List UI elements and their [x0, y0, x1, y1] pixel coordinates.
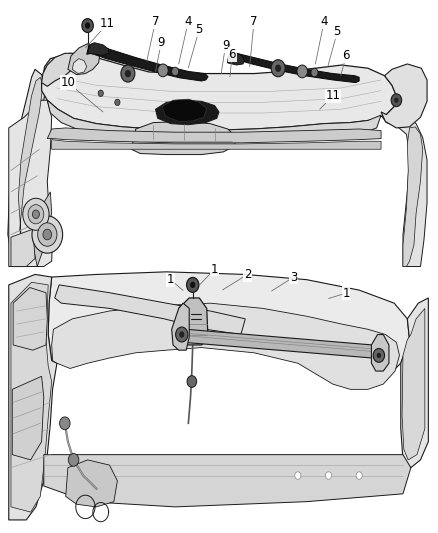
Polygon shape: [381, 112, 427, 266]
Circle shape: [187, 278, 199, 292]
Circle shape: [295, 472, 301, 479]
Circle shape: [32, 210, 39, 219]
Polygon shape: [72, 59, 87, 74]
Polygon shape: [55, 285, 245, 335]
Polygon shape: [33, 192, 52, 266]
Circle shape: [121, 65, 135, 82]
Polygon shape: [87, 44, 208, 81]
Circle shape: [85, 22, 90, 29]
Circle shape: [325, 472, 332, 479]
Text: 7: 7: [152, 15, 159, 28]
Circle shape: [125, 70, 131, 77]
Circle shape: [68, 454, 79, 466]
Polygon shape: [42, 53, 78, 86]
Polygon shape: [228, 52, 359, 83]
Polygon shape: [68, 44, 100, 75]
Text: 7: 7: [250, 15, 258, 28]
Polygon shape: [9, 100, 53, 266]
Circle shape: [60, 417, 70, 430]
Circle shape: [356, 472, 362, 479]
Circle shape: [373, 349, 385, 362]
Text: 2: 2: [244, 268, 251, 281]
Circle shape: [377, 353, 381, 358]
Polygon shape: [52, 303, 399, 389]
Circle shape: [23, 198, 49, 230]
Circle shape: [190, 281, 195, 288]
Circle shape: [271, 60, 285, 77]
Text: 5: 5: [334, 26, 341, 38]
Polygon shape: [42, 53, 396, 130]
Circle shape: [38, 223, 57, 246]
Polygon shape: [371, 335, 389, 371]
Circle shape: [82, 19, 93, 33]
Text: 1: 1: [167, 273, 175, 286]
Polygon shape: [48, 272, 410, 382]
Circle shape: [172, 67, 179, 76]
Polygon shape: [9, 272, 429, 533]
Circle shape: [179, 332, 184, 338]
Polygon shape: [18, 77, 43, 266]
Text: 9: 9: [222, 39, 230, 52]
Circle shape: [158, 64, 168, 77]
Text: 10: 10: [60, 76, 75, 89]
Polygon shape: [88, 43, 109, 55]
Polygon shape: [8, 69, 46, 266]
Polygon shape: [162, 99, 207, 122]
Polygon shape: [402, 309, 425, 460]
Text: 1: 1: [211, 263, 219, 276]
Circle shape: [187, 376, 197, 387]
Circle shape: [32, 216, 63, 253]
Circle shape: [394, 98, 399, 103]
Polygon shape: [228, 52, 244, 65]
Polygon shape: [172, 303, 189, 350]
Polygon shape: [47, 100, 381, 141]
Polygon shape: [66, 460, 117, 507]
Circle shape: [311, 68, 318, 77]
Text: 9: 9: [157, 36, 165, 49]
Text: 1: 1: [342, 287, 350, 300]
Circle shape: [98, 90, 103, 96]
Polygon shape: [12, 376, 44, 460]
Polygon shape: [11, 282, 52, 512]
Text: 3: 3: [290, 271, 297, 284]
Polygon shape: [52, 140, 381, 149]
Polygon shape: [9, 0, 429, 266]
Polygon shape: [131, 122, 237, 155]
Polygon shape: [184, 329, 376, 358]
Text: 11: 11: [100, 18, 115, 30]
Circle shape: [275, 64, 281, 72]
Polygon shape: [9, 274, 57, 520]
Circle shape: [176, 327, 188, 342]
Polygon shape: [179, 298, 208, 345]
Polygon shape: [44, 455, 411, 507]
Circle shape: [43, 229, 52, 240]
Circle shape: [391, 94, 402, 107]
Polygon shape: [381, 64, 427, 128]
Polygon shape: [401, 298, 428, 468]
Polygon shape: [47, 128, 381, 143]
Text: 4: 4: [184, 15, 192, 28]
Text: 4: 4: [320, 15, 328, 28]
Text: 11: 11: [325, 90, 340, 102]
Polygon shape: [11, 229, 35, 266]
Polygon shape: [155, 100, 219, 125]
Text: 6: 6: [228, 48, 236, 61]
Text: 5: 5: [196, 23, 203, 36]
Text: 6: 6: [342, 50, 350, 62]
Polygon shape: [13, 287, 47, 350]
Circle shape: [297, 65, 307, 78]
Polygon shape: [403, 127, 423, 266]
Circle shape: [28, 205, 44, 224]
Circle shape: [115, 99, 120, 106]
